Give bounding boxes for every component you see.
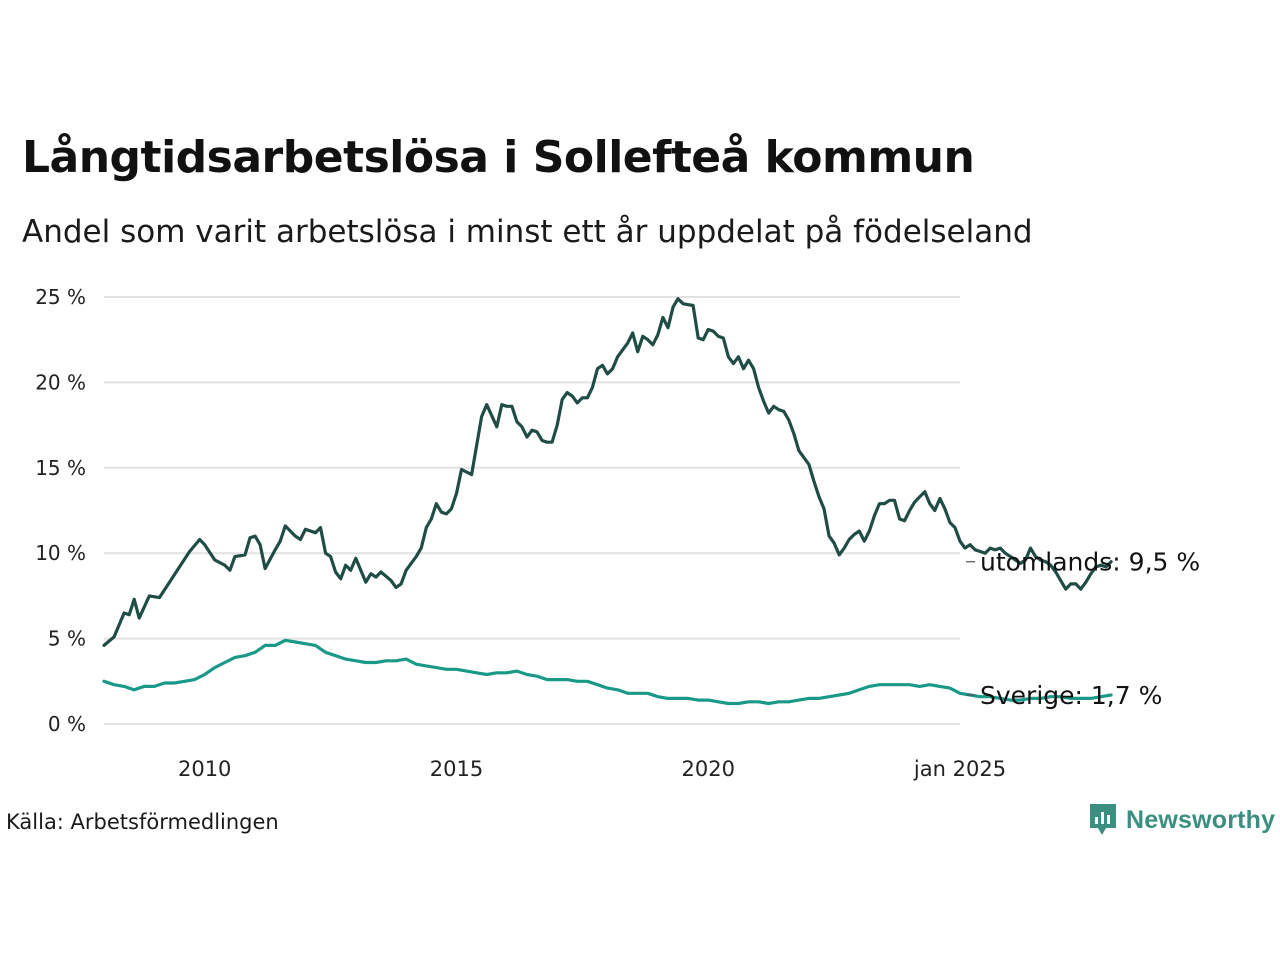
y-tick-label: 15 % xyxy=(35,456,86,480)
x-tick-label: 2020 xyxy=(682,757,735,781)
x-tick-label: 2015 xyxy=(430,757,483,781)
y-tick-label: 0 % xyxy=(48,712,86,736)
x-axis-ticks: 2010 2015 2020 jan 2025 xyxy=(178,757,1006,781)
chart-title: Långtidsarbetslösa i Sollefteå kommun xyxy=(22,132,975,183)
newsworthy-logo-text: Newsworthy xyxy=(1126,805,1276,834)
y-tick-label: 20 % xyxy=(35,370,86,394)
chart-subtitle: Andel som varit arbetslösa i minst ett å… xyxy=(22,214,1033,250)
line-chart: 0 % 5 % 10 % 15 % 20 % 25 % 2010 2015 2020 jan 2… xyxy=(35,285,1200,781)
y-tick-label: 10 % xyxy=(35,541,86,565)
y-tick-label: 25 % xyxy=(35,285,86,309)
series-labels: utomlands: 9,5 % Sverige: 1,7 % xyxy=(966,548,1200,710)
y-axis-ticks: 0 % 5 % 10 % 15 % 20 % 25 % xyxy=(35,285,86,736)
series-end-label-utomlands: utomlands: 9,5 % xyxy=(980,548,1200,577)
x-tick-label: 2010 xyxy=(178,757,231,781)
series-lines xyxy=(102,297,1113,706)
source-note: Källa: Arbetsförmedlingen xyxy=(6,810,279,834)
newsworthy-logo-icon xyxy=(1090,804,1116,835)
series-line-utomlands xyxy=(102,297,1113,647)
y-tick-label: 5 % xyxy=(48,627,86,651)
x-tick-label: jan 2025 xyxy=(913,757,1006,781)
series-end-label-sverige: Sverige: 1,7 % xyxy=(980,681,1162,710)
newsworthy-logo[interactable]: Newsworthy xyxy=(1088,802,1275,838)
series-line-sverige xyxy=(102,638,1113,706)
